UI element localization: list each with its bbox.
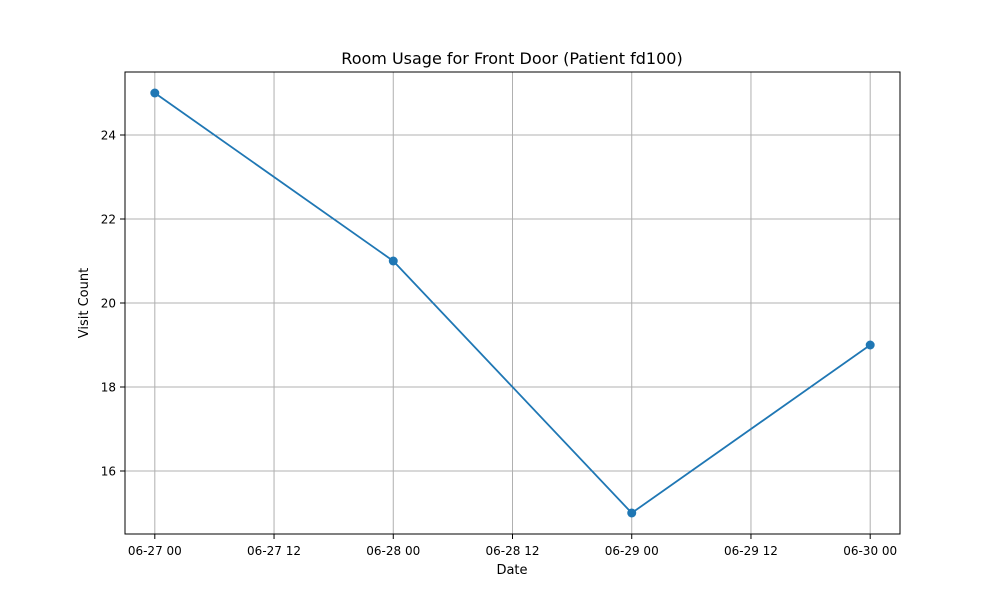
x-tick-label: 06-30 00 [843, 544, 897, 558]
x-axis-ticks: 06-27 00 06-27 12 06-28 00 06-28 12 06-29 00… [128, 534, 897, 558]
y-tick-label: 16 [101, 465, 116, 479]
x-tick-label: 06-27 00 [128, 544, 182, 558]
y-tick-label: 20 [101, 297, 116, 311]
x-tick-label: 06-29 00 [605, 544, 659, 558]
data-point [865, 340, 875, 350]
x-tick-label: 06-28 00 [366, 544, 420, 558]
data-point [388, 256, 398, 266]
data-point [150, 88, 160, 98]
x-tick-label: 06-27 12 [247, 544, 301, 558]
y-axis-label: Visit Count [77, 268, 92, 338]
chart-title: Room Usage for Front Door (Patient fd100… [341, 49, 682, 68]
y-axis-ticks: 16 18 20 22 24 [101, 129, 125, 479]
x-axis-label: Date [496, 563, 527, 578]
y-tick-label: 22 [101, 213, 116, 227]
y-tick-label: 24 [101, 129, 116, 143]
y-tick-label: 18 [101, 381, 116, 395]
data-point [627, 508, 637, 518]
series-line [154, 92, 871, 514]
x-tick-label: 06-28 12 [486, 544, 540, 558]
grid-lines [125, 72, 900, 534]
series-layer [150, 88, 875, 518]
x-tick-label: 06-29 12 [724, 544, 778, 558]
